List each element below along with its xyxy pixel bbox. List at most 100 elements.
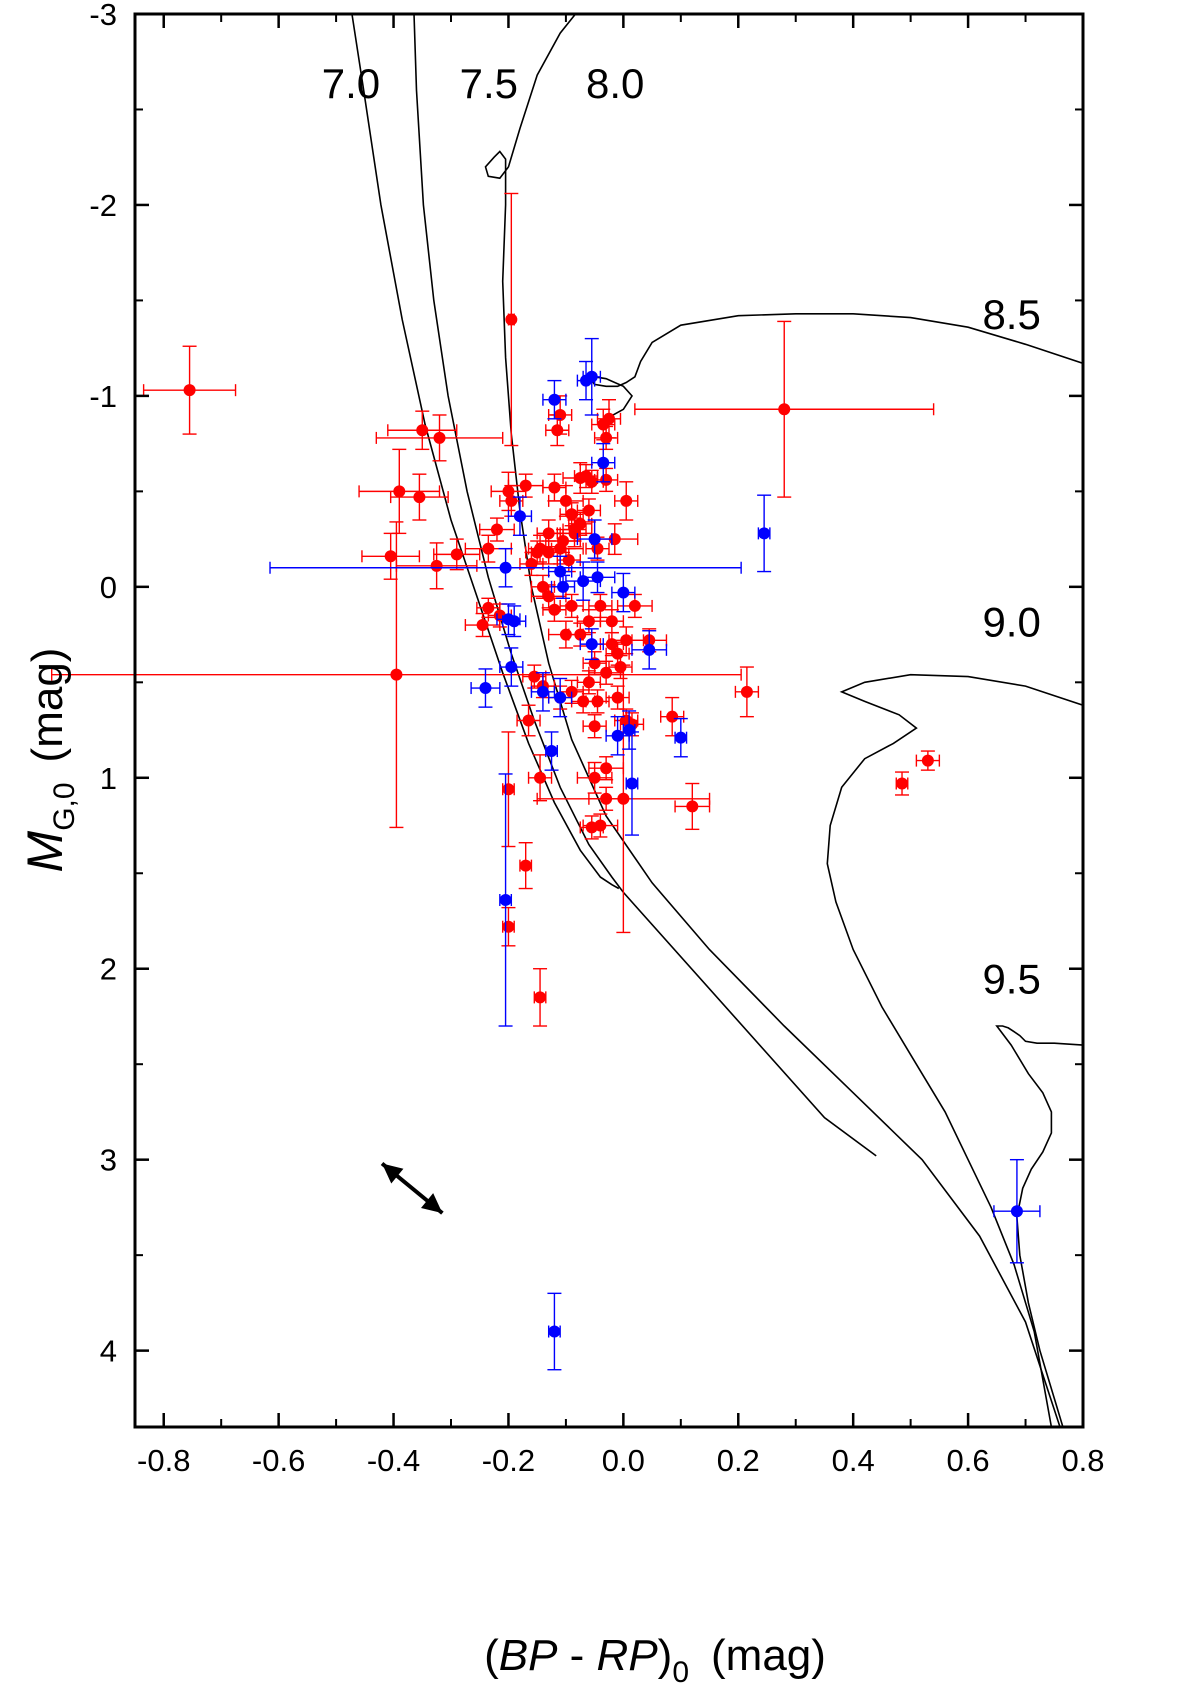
blue-data-point [550,574,576,599]
red-marker [482,542,495,555]
red-marker [548,603,561,616]
red-data-point [542,597,567,622]
red-data-point [533,968,548,1027]
red-data-point [547,395,573,435]
red-marker [585,475,598,488]
blue-data-point [269,547,742,588]
blue-marker [611,729,624,742]
isochrone-7-5 [413,14,877,1157]
red-marker [611,691,624,704]
red-marker [183,384,196,397]
blue-data-point [631,630,668,670]
red-data-point [504,192,519,447]
red-marker [450,548,463,561]
red-data-point [660,696,685,737]
blue-marker [557,580,570,593]
blue-marker [597,456,610,469]
red-data-point [389,473,449,521]
isochrone-label: 8.0 [586,60,644,107]
blue-data-point [579,628,604,661]
red-marker [433,431,446,444]
red-marker [600,762,613,775]
red-marker [686,800,699,813]
red-data-point [530,574,556,599]
red-marker [502,920,515,933]
red-marker [505,494,518,507]
blue-marker [499,561,512,574]
red-data-point [616,593,653,619]
red-marker [582,504,595,517]
x-tick-label: -0.8 [137,1443,190,1478]
arrow-head [421,1193,443,1214]
isochrone-label: 9.0 [982,598,1040,645]
isochrone-7-0 [351,14,620,890]
blue-marker [548,1325,561,1338]
x-axis-title: (BP - RP)0 (mag) [484,1631,826,1689]
reddening-arrow [380,1161,444,1215]
red-marker [594,599,607,612]
isochrone-8-0 [484,14,1061,1427]
red-data-point [576,498,602,523]
blue-data-point [582,337,602,416]
blue-marker [554,691,567,704]
blue-data-point [611,572,636,613]
red-data-point [536,664,711,934]
blue-marker [643,643,656,656]
red-data-point [634,320,935,498]
x-tick-label: -0.6 [252,1443,305,1478]
blue-marker [591,571,604,584]
red-data-point [579,815,604,840]
red-marker [390,668,403,681]
red-data-point [599,609,625,634]
red-marker [482,601,495,614]
x-axis-ticks: -0.8 -0.6 -0.4 -0.2 0.0 0.2 0.4 0.6 0.8 [137,14,1105,1478]
blue-data-point [507,496,533,536]
red-data-point [559,593,584,619]
blue-marker [505,661,518,674]
blue-marker [554,565,567,578]
red-data-point [499,484,524,517]
red-marker [611,647,624,660]
blue-marker [758,527,771,540]
blue-marker [585,370,598,383]
red-marker [565,599,578,612]
red-marker [588,720,601,733]
red-marker [574,628,587,641]
red-marker [548,481,561,494]
y-tick-label: -3 [89,0,117,32]
red-data-point [576,670,602,695]
red-marker [519,859,532,872]
red-marker [778,403,791,416]
red-data-point [375,414,504,462]
blue-data-point [499,647,524,687]
red-marker [519,479,532,492]
red-series [50,192,941,1027]
blue-marker [548,393,561,406]
red-data-point [582,714,607,739]
blue-marker [623,724,636,737]
blue-data-point [579,561,616,594]
x-tick-label: 0.4 [832,1443,875,1478]
red-marker [588,657,601,670]
x-tick-label: 0.0 [602,1443,645,1478]
red-marker [666,710,679,723]
y-tick-label: -2 [89,188,117,223]
red-data-point [588,593,613,619]
blue-data-point [498,773,513,1027]
x-tick-label: -0.4 [367,1443,420,1478]
blue-data-point [576,519,613,559]
red-data-point [559,502,584,527]
isochrone-9-0 [826,673,1083,1427]
red-data-point [582,651,607,676]
x-tick-label: 0.2 [717,1443,760,1478]
blue-marker [1010,1205,1023,1218]
y-axis-title: MG,0(mag) [17,648,81,873]
red-data-point [433,538,481,571]
red-data-point [734,666,760,718]
red-marker [522,714,535,727]
red-marker [416,424,429,437]
blue-data-point [605,715,630,756]
red-marker [393,485,406,498]
y-tick-label: 2 [100,952,117,987]
